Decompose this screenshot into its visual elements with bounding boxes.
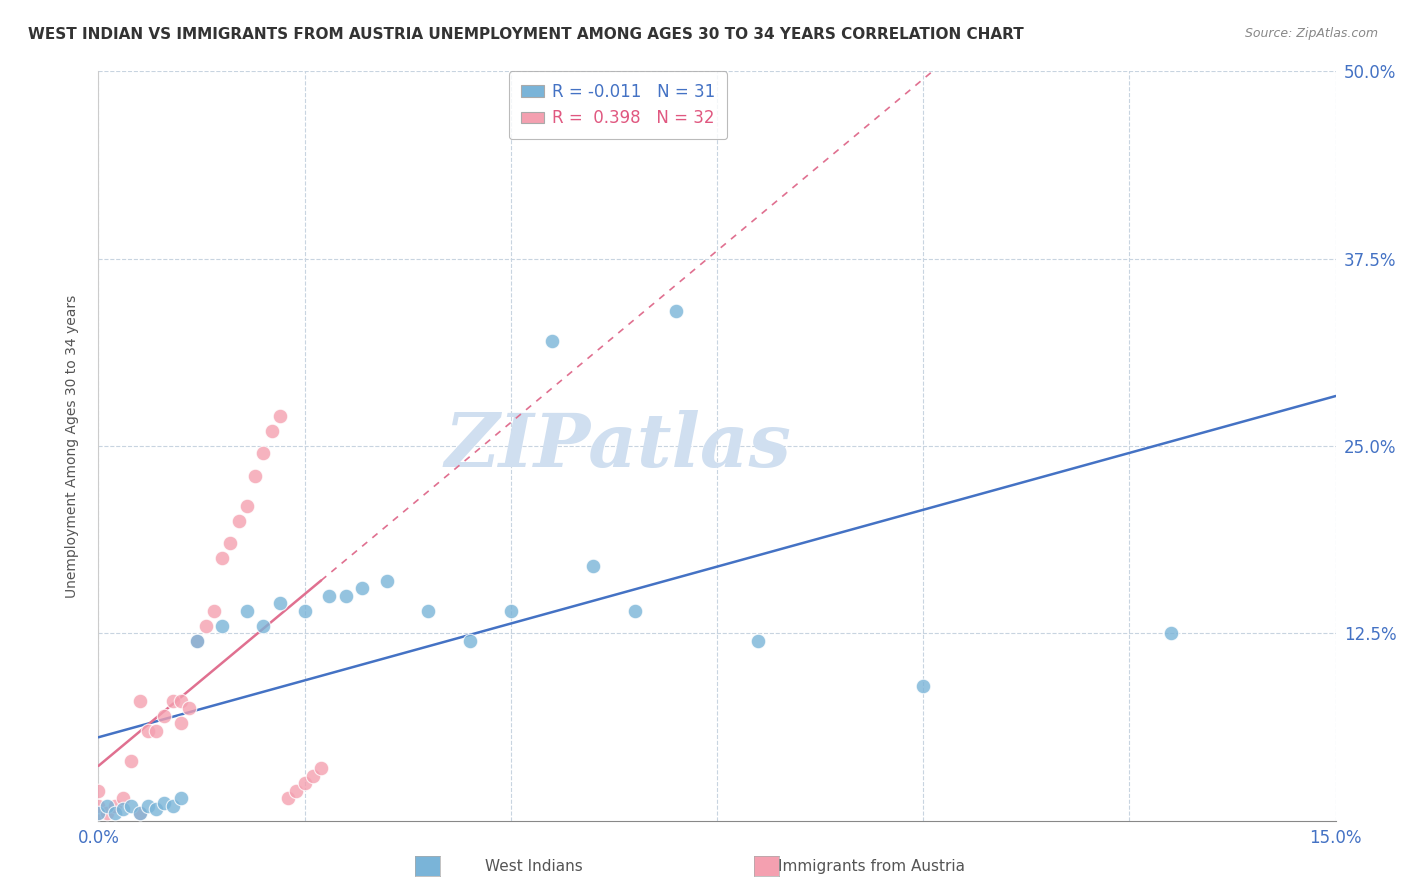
Text: Immigrants from Austria: Immigrants from Austria bbox=[778, 859, 966, 874]
Point bbox=[912, 679, 935, 693]
Point bbox=[96, 798, 118, 813]
Point bbox=[120, 754, 142, 768]
Point bbox=[202, 604, 225, 618]
Text: West Indians: West Indians bbox=[485, 859, 583, 874]
Text: Source: ZipAtlas.com: Source: ZipAtlas.com bbox=[1244, 27, 1378, 40]
Point bbox=[170, 716, 193, 731]
Point bbox=[285, 783, 308, 797]
Point bbox=[170, 791, 193, 805]
Point bbox=[162, 694, 184, 708]
Point bbox=[252, 619, 274, 633]
Point bbox=[145, 802, 167, 816]
Point bbox=[260, 424, 283, 438]
Point bbox=[186, 633, 208, 648]
Point bbox=[243, 469, 266, 483]
Text: WEST INDIAN VS IMMIGRANTS FROM AUSTRIA UNEMPLOYMENT AMONG AGES 30 TO 34 YEARS CO: WEST INDIAN VS IMMIGRANTS FROM AUSTRIA U… bbox=[28, 27, 1024, 42]
Point bbox=[294, 604, 316, 618]
Legend: R = -0.011   N = 31, R =  0.398   N = 32: R = -0.011 N = 31, R = 0.398 N = 32 bbox=[509, 71, 727, 139]
Point bbox=[87, 806, 110, 821]
Point bbox=[104, 798, 127, 813]
Point bbox=[418, 604, 440, 618]
Point bbox=[87, 798, 110, 813]
Y-axis label: Unemployment Among Ages 30 to 34 years: Unemployment Among Ages 30 to 34 years bbox=[65, 294, 79, 598]
Point bbox=[236, 604, 259, 618]
Point bbox=[128, 806, 150, 821]
Point bbox=[194, 619, 217, 633]
Point bbox=[162, 798, 184, 813]
Point bbox=[269, 596, 291, 610]
Point bbox=[458, 633, 481, 648]
Point bbox=[120, 798, 142, 813]
Point bbox=[136, 798, 159, 813]
Point bbox=[499, 604, 522, 618]
Point bbox=[170, 694, 193, 708]
Point bbox=[104, 806, 127, 821]
Point bbox=[211, 551, 233, 566]
Point bbox=[128, 806, 150, 821]
Point bbox=[335, 589, 357, 603]
Point bbox=[211, 619, 233, 633]
Point bbox=[219, 536, 242, 550]
Point bbox=[375, 574, 398, 588]
Point bbox=[128, 694, 150, 708]
Point bbox=[96, 806, 118, 821]
Point bbox=[309, 761, 332, 775]
Point bbox=[136, 723, 159, 738]
Point bbox=[153, 708, 176, 723]
Point bbox=[541, 334, 564, 348]
Point bbox=[186, 633, 208, 648]
Text: ZIPatlas: ZIPatlas bbox=[444, 409, 792, 483]
Point bbox=[302, 769, 325, 783]
Point bbox=[747, 633, 769, 648]
Point bbox=[153, 796, 176, 810]
Point bbox=[112, 791, 135, 805]
Point bbox=[236, 499, 259, 513]
Point bbox=[87, 783, 110, 797]
Point bbox=[352, 582, 374, 596]
Point bbox=[87, 806, 110, 821]
Point bbox=[623, 604, 645, 618]
Point bbox=[252, 446, 274, 460]
Point bbox=[1160, 626, 1182, 640]
Point bbox=[294, 776, 316, 790]
Point bbox=[665, 304, 688, 318]
Point bbox=[582, 558, 605, 573]
Point bbox=[145, 723, 167, 738]
Point bbox=[318, 589, 340, 603]
Point bbox=[112, 802, 135, 816]
Point bbox=[277, 791, 299, 805]
Point bbox=[228, 514, 250, 528]
Point bbox=[269, 409, 291, 423]
Point bbox=[179, 701, 201, 715]
